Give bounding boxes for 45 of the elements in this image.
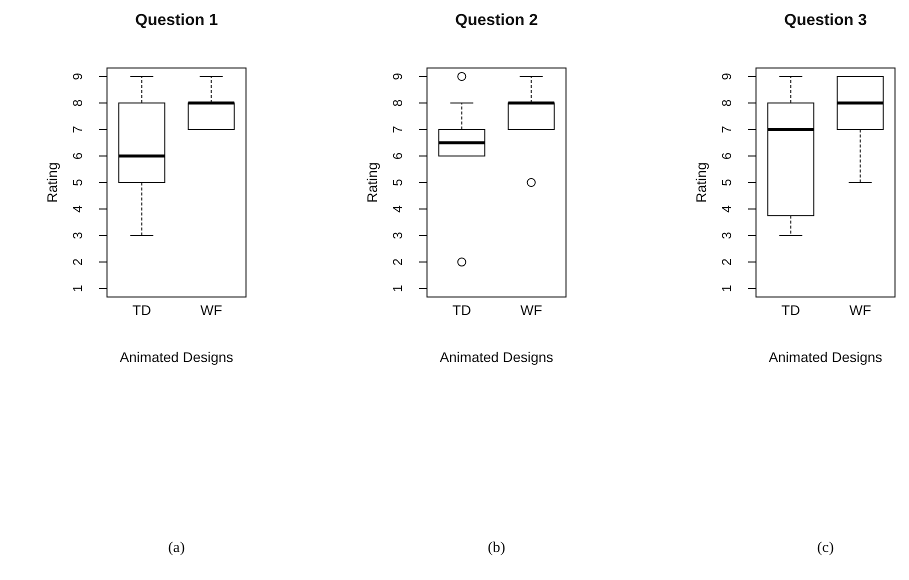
y-tick-label: 7 — [719, 126, 734, 134]
y-tick-label: 2 — [390, 258, 405, 266]
chart-title: Question 3 — [784, 12, 867, 29]
y-tick-label: 8 — [719, 99, 734, 107]
y-tick-label: 4 — [70, 205, 85, 213]
y-tick-label: 7 — [390, 126, 405, 134]
y-tick-label: 9 — [390, 72, 405, 80]
y-tick-label: 3 — [390, 232, 405, 240]
y-tick-label: 8 — [70, 99, 85, 107]
text: (b) — [488, 540, 506, 556]
y-tick-label: 4 — [719, 205, 734, 213]
y-tick-label: 1 — [390, 284, 405, 292]
y-tick-label: 3 — [70, 232, 85, 240]
y-tick-label: 2 — [70, 258, 85, 266]
y-axis-title: Rating — [44, 162, 60, 203]
x-tick-label: TD — [781, 302, 800, 318]
y-axis-title: Rating — [693, 162, 709, 203]
chart-title: Question 2 — [455, 12, 538, 29]
y-tick-label: 6 — [70, 152, 85, 160]
x-axis-title: Animated Designs — [120, 349, 234, 365]
y-tick-label: 3 — [719, 232, 734, 240]
y-tick-label: 6 — [719, 152, 734, 160]
y-tick-label: 1 — [719, 284, 734, 292]
chart-title: Question 1 — [135, 12, 218, 29]
y-tick-label: 2 — [719, 258, 734, 266]
text: (a) — [168, 540, 185, 556]
x-tick-label: WF — [200, 302, 222, 318]
y-tick-label: 1 — [70, 284, 85, 292]
x-tick-label: WF — [520, 302, 542, 318]
y-axis-title: Rating — [364, 162, 380, 203]
x-tick-label: WF — [849, 302, 872, 318]
y-tick-label: 5 — [719, 178, 734, 186]
text: (c) — [817, 540, 834, 556]
y-tick-label: 6 — [390, 152, 405, 160]
y-tick-label: 8 — [390, 99, 405, 107]
y-tick-label: 4 — [390, 205, 405, 213]
x-tick-label: TD — [452, 302, 472, 318]
x-axis-title: Animated Designs — [768, 349, 882, 365]
y-tick-label: 9 — [719, 72, 734, 80]
y-tick-label: 5 — [390, 178, 405, 186]
x-axis-title: Animated Designs — [440, 349, 554, 365]
y-tick-label: 5 — [70, 178, 85, 186]
y-tick-label: 7 — [70, 126, 85, 134]
x-tick-label: TD — [132, 302, 152, 318]
y-tick-label: 9 — [70, 72, 85, 80]
